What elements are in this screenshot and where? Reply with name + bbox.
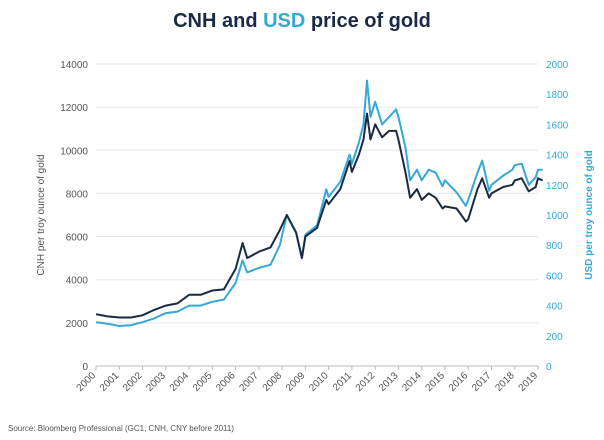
y-right-tick-label: 400 <box>546 302 563 313</box>
x-tick-label: 2013 <box>377 370 401 394</box>
y-right-tick-label: 1200 <box>546 181 569 192</box>
series-lines <box>95 79 544 327</box>
x-tick-label: 2019 <box>517 370 541 394</box>
y-right-tick-label: 1800 <box>546 90 569 101</box>
series-line-cnh <box>95 112 544 319</box>
y-left-tick-label: 6000 <box>66 233 89 244</box>
x-tick-label: 2012 <box>354 370 378 394</box>
y-right-tick-label: 0 <box>546 362 552 373</box>
y-right-tick-label: 800 <box>546 241 563 252</box>
y-left-tick-label: 12000 <box>60 103 88 114</box>
y-left-tick-label: 2000 <box>66 319 89 330</box>
x-tick-label: 2011 <box>331 370 354 393</box>
y-left-tick-label: 10000 <box>60 146 88 157</box>
x-tick-label: 2001 <box>98 370 122 394</box>
y-right-tick-label: 1000 <box>546 211 569 222</box>
x-tick-label: 2002 <box>121 370 145 394</box>
grid-lines <box>96 63 538 367</box>
x-tick-label: 2010 <box>307 370 331 394</box>
x-tick-label: 2004 <box>168 370 192 394</box>
y-right-tick-label: 1600 <box>546 120 569 131</box>
x-tick-label: 2018 <box>493 370 517 394</box>
y-left-tick-label: 8000 <box>66 189 89 200</box>
x-tick-label: 2015 <box>424 370 448 394</box>
y-left-tick-label: 4000 <box>66 276 89 287</box>
y-right-axis-label: USD per troy ounce of gold <box>584 150 595 279</box>
y-left-tick-label: 14000 <box>60 60 88 71</box>
x-tick-label: 2017 <box>470 370 494 394</box>
y-right-tick-label: 600 <box>546 271 563 282</box>
source-note: Source: Bloomberg Professional (GC1, CNH… <box>8 424 235 433</box>
title-part-usd: USD <box>263 10 306 32</box>
x-tick-label: 2005 <box>191 370 215 394</box>
x-tick-label: 2000 <box>75 370 99 394</box>
y-right-tick-label: 200 <box>546 332 563 343</box>
title-part-rest: price of gold <box>305 10 431 32</box>
y-left-axis-label: CNH per troy ounce of gold <box>36 154 47 275</box>
y-right-tick-label: 1400 <box>546 151 569 162</box>
chart-title: CNH and USD price of gold <box>0 10 604 33</box>
y-left-tick-label: 0 <box>82 362 88 373</box>
x-tick-label: 2016 <box>447 370 471 394</box>
gold-price-chart: 0200040006000800010000120001400002004006… <box>36 60 595 394</box>
y-right-tick-label: 2000 <box>546 60 569 71</box>
x-tick-label: 2014 <box>400 370 424 394</box>
x-tick-label: 2009 <box>284 370 308 394</box>
x-tick-label: 2008 <box>261 370 285 394</box>
x-tick-label: 2006 <box>214 370 238 394</box>
x-tick-label: 2003 <box>144 370 168 394</box>
series-line-usd <box>95 79 543 327</box>
title-part-cnh: CNH and <box>173 10 264 32</box>
x-tick-label: 2007 <box>237 370 261 394</box>
